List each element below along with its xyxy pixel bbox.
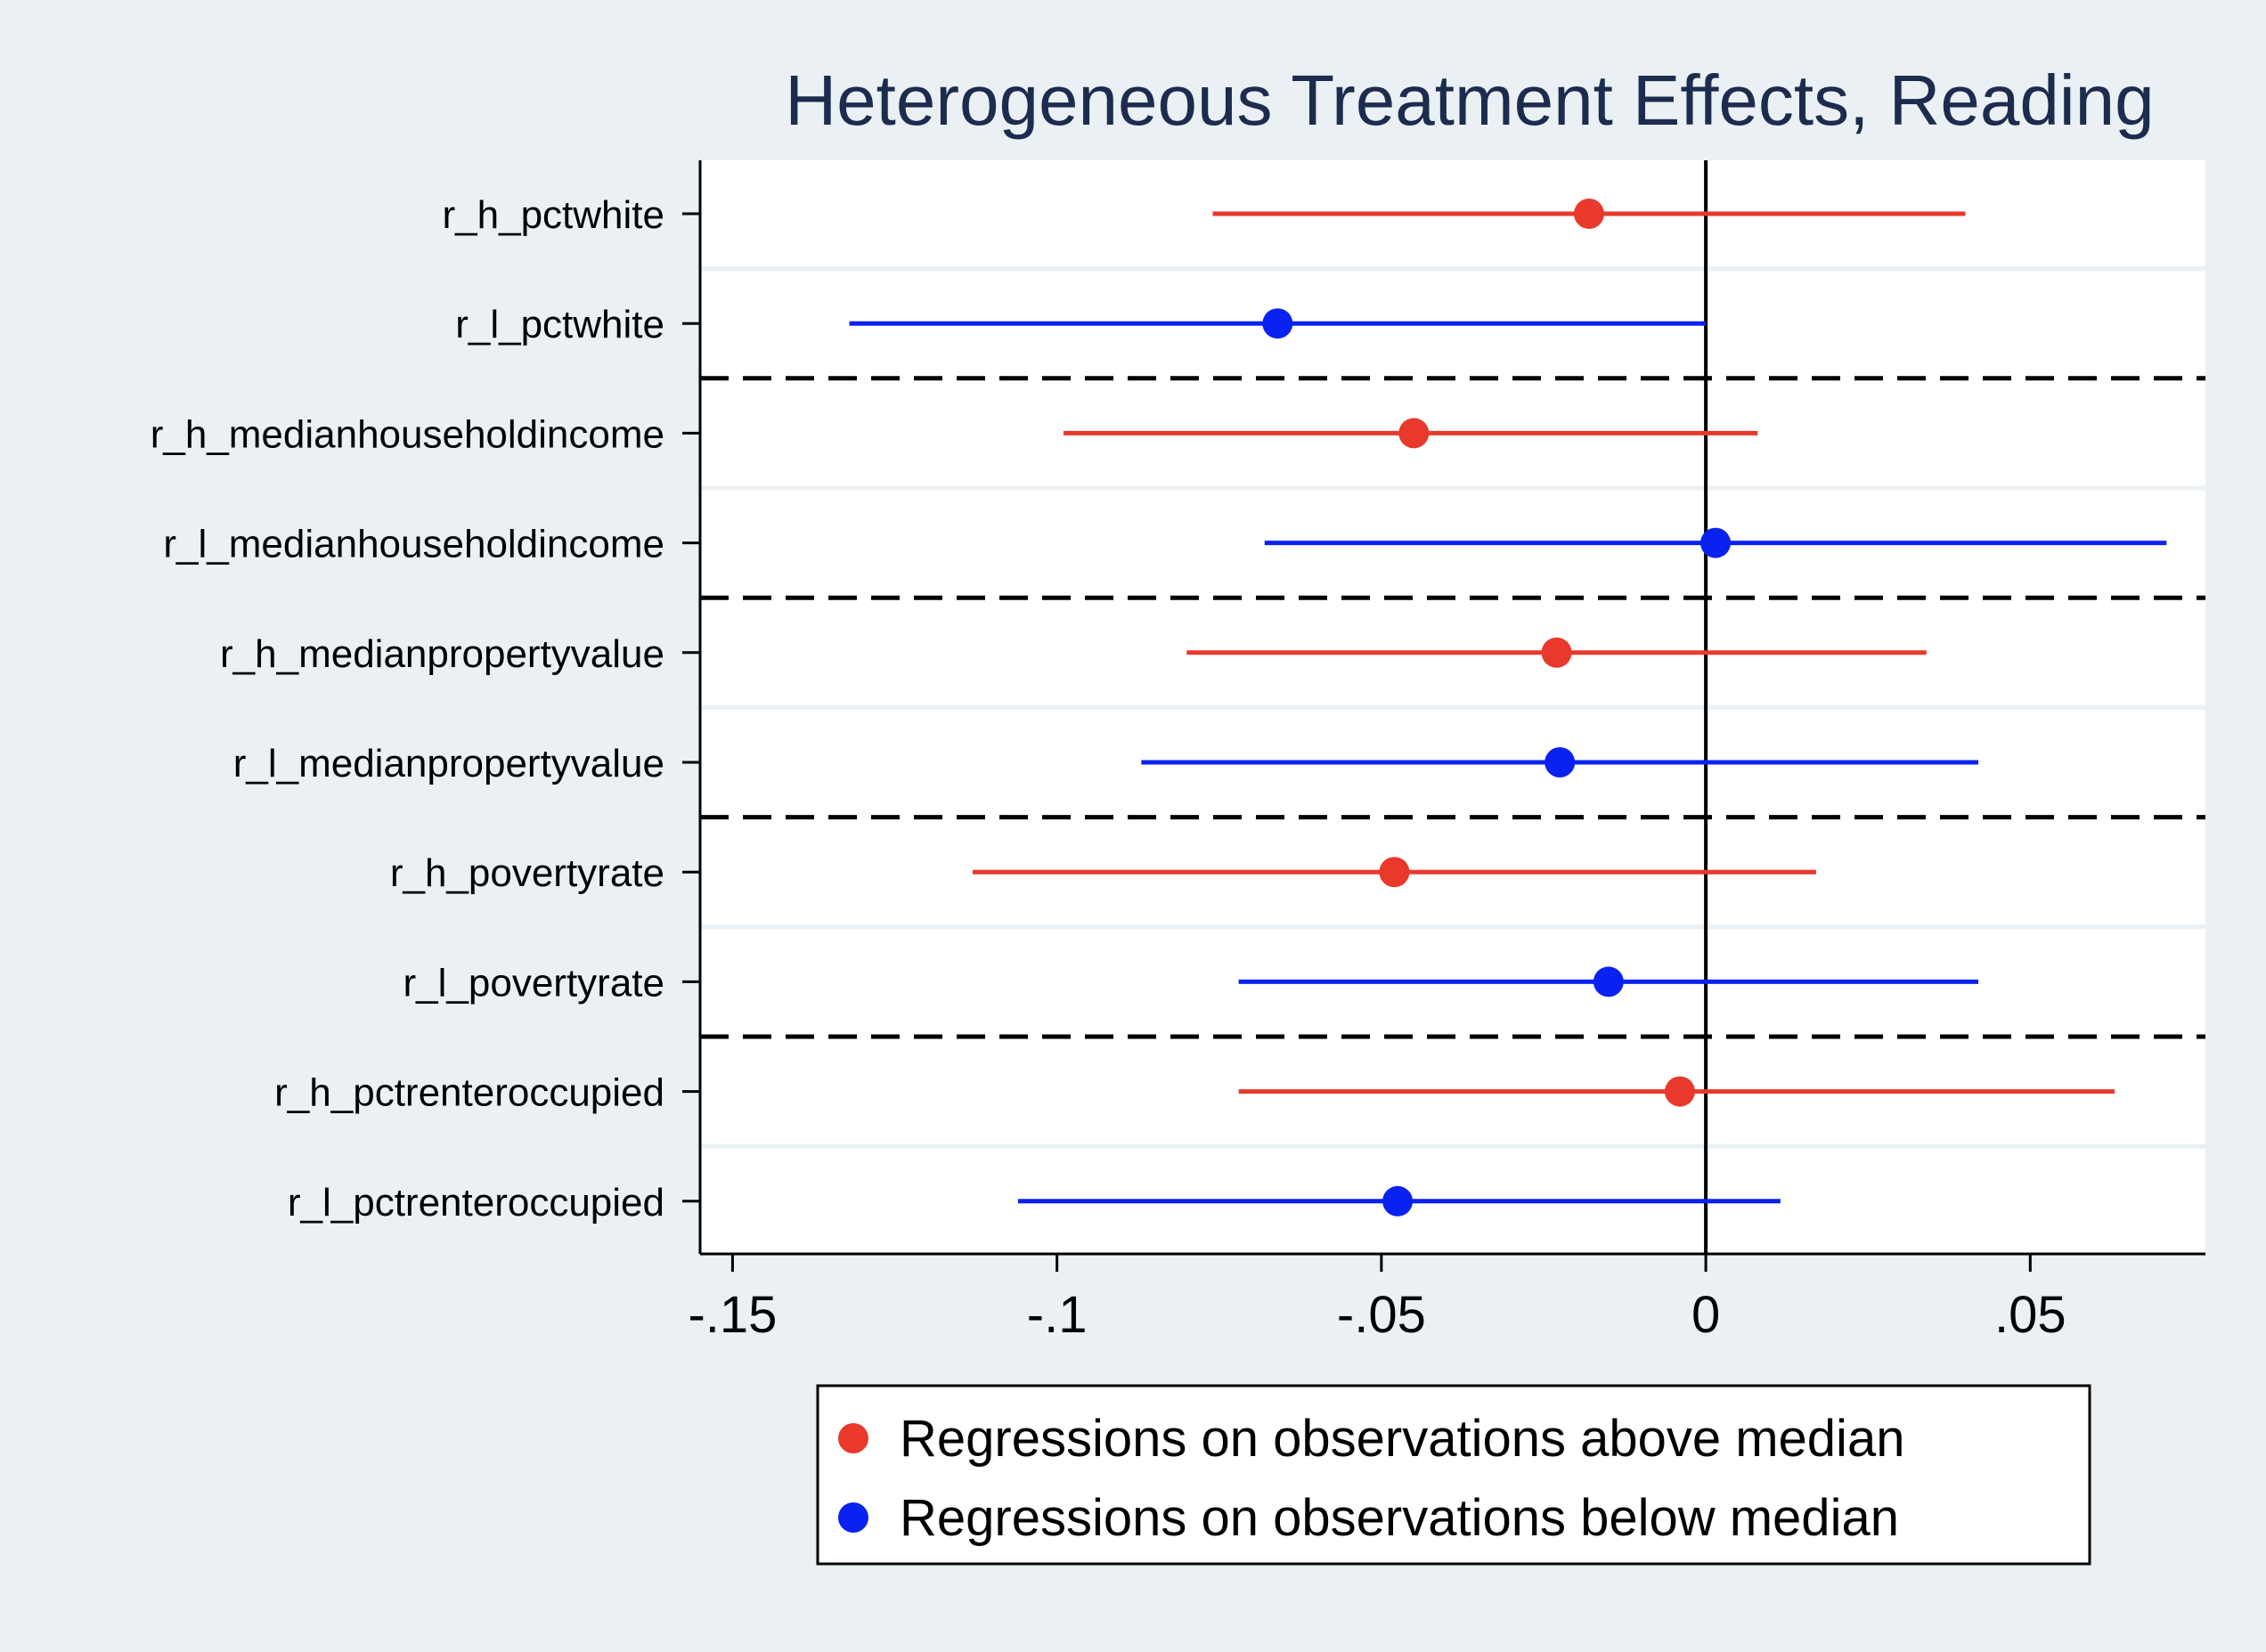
chart-marks	[849, 199, 2167, 1217]
axes: -.15 -.1 -.05 0 .05 r_h_pctwhite r_l_pctwhiter…	[151, 160, 2205, 1344]
legend-marker-above	[838, 1423, 868, 1453]
point-estimate	[1262, 308, 1293, 339]
y-tick-label: r_l_povertyrate	[403, 961, 664, 1005]
x-tick-label: -.1	[1027, 1286, 1088, 1344]
point-estimate	[1573, 199, 1604, 229]
y-tick-label: r_h_povertyrate	[390, 851, 664, 895]
point-estimate	[1593, 966, 1624, 997]
y-tick-label: r_l_pctrenteroccupied	[288, 1181, 664, 1225]
y-tick-label: r_h_pctwhite	[443, 193, 664, 237]
x-tick-label: .05	[1994, 1286, 2066, 1344]
y-tick-label: r_h_pctrenteroccupied	[274, 1071, 664, 1115]
x-tick-label: -.05	[1337, 1286, 1426, 1344]
point-estimate	[1382, 1185, 1414, 1217]
y-tick-label: r_h_medianpropertyvalue	[220, 632, 664, 676]
point-estimate	[1664, 1076, 1695, 1107]
point-estimate	[1398, 418, 1430, 449]
legend-box	[816, 1384, 2091, 1566]
chart-title: Heterogeneous Treatment Effects, Reading	[785, 61, 2154, 140]
point-estimate	[1379, 857, 1410, 888]
legend-marker-below	[838, 1502, 868, 1533]
legend: Regressions on observations above median…	[816, 1384, 2091, 1566]
grid-layer	[700, 266, 2205, 1149]
y-tick-label: r_h_medianhouseholdincome	[151, 412, 664, 456]
y-tick-label: r_l_pctwhite	[455, 303, 664, 346]
legend-label-above: Regressions on observations above median	[900, 1410, 1904, 1468]
x-tick-label: -.15	[688, 1286, 777, 1344]
point-estimate	[1700, 527, 1732, 558]
legend-label-below: Regressions on observations below median	[900, 1489, 1899, 1547]
point-estimate	[1545, 747, 1576, 777]
y-tick-label: r_l_medianhouseholdincome	[163, 523, 664, 566]
x-tick-label: 0	[1691, 1286, 1720, 1344]
y-tick-label: r_l_medianpropertyvalue	[233, 742, 664, 785]
point-estimate	[1541, 637, 1572, 668]
group-separators	[700, 376, 2205, 1039]
